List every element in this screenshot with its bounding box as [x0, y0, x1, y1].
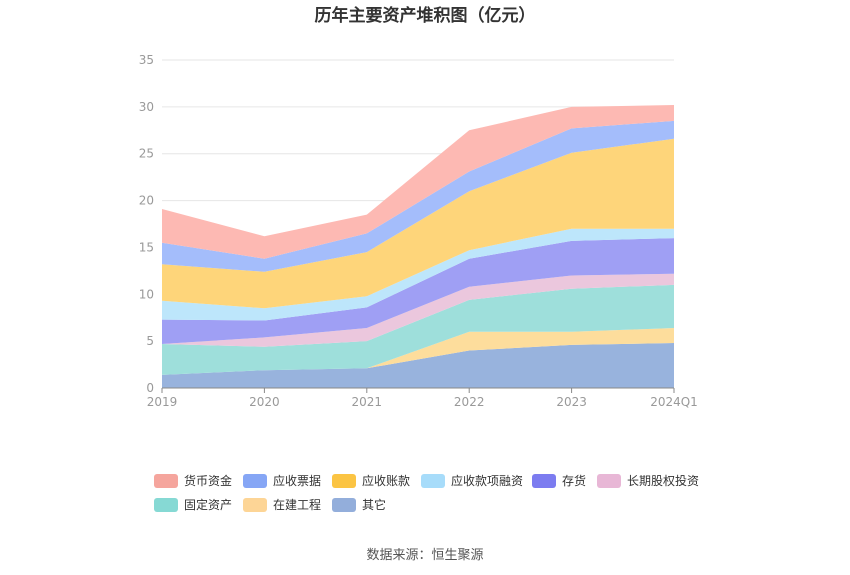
legend-item-应收账款[interactable]: 应收账款 [332, 473, 410, 488]
legend-swatch [532, 474, 556, 488]
legend-swatch [154, 474, 178, 488]
legend-swatch [332, 498, 356, 512]
legend-item-在建工程[interactable]: 在建工程 [243, 497, 321, 512]
legend-item-应收款项融资[interactable]: 应收款项融资 [421, 473, 523, 488]
x-tick-label: 2023 [556, 395, 587, 409]
legend-swatch [243, 474, 267, 488]
legend-label: 固定资产 [184, 497, 232, 512]
chart-title: 历年主要资产堆积图（亿元） [315, 5, 536, 26]
legend-label: 存货 [562, 473, 586, 488]
area-其它[interactable] [162, 343, 674, 388]
area-固定资产[interactable] [162, 284, 674, 375]
y-tick-label: 30 [139, 100, 154, 114]
area-在建工程[interactable] [162, 328, 674, 375]
x-tick-label: 2021 [352, 395, 383, 409]
legend-label: 货币资金 [184, 473, 232, 488]
y-tick-label: 20 [139, 194, 154, 208]
legend-label: 长期股权投资 [627, 473, 699, 488]
x-tick-label: 2019 [147, 395, 178, 409]
axes: 0 5 10 15 20 25 30 35 2019 2020 2021 2022 2023 2024Q1 [139, 53, 698, 409]
legend-item-固定资产[interactable]: 固定资产 [154, 497, 232, 512]
area-存货[interactable] [162, 238, 674, 344]
area-series [162, 105, 674, 388]
y-tick-label: 15 [139, 240, 154, 254]
legend-swatch [243, 498, 267, 512]
area-应收款项融资[interactable] [162, 228, 674, 321]
x-tick-label: 2022 [454, 395, 485, 409]
legend-item-应收票据[interactable]: 应收票据 [243, 473, 321, 488]
legend-label: 应收票据 [273, 473, 321, 488]
area-货币资金[interactable] [162, 105, 674, 259]
legend-label: 其它 [362, 497, 386, 512]
y-tick-label: 5 [146, 334, 154, 348]
y-tick-label: 25 [139, 147, 154, 161]
y-tick-label: 10 [139, 287, 154, 301]
legend-swatch [421, 474, 445, 488]
area-应收票据[interactable] [162, 120, 674, 272]
legend-swatch [154, 498, 178, 512]
y-tick-label: 0 [146, 381, 154, 395]
x-tick-label: 2024Q1 [650, 395, 698, 409]
y-tick-label: 35 [139, 53, 154, 67]
legend-item-其它[interactable]: 其它 [332, 497, 386, 512]
data-source: 数据来源：恒生聚源 [366, 548, 483, 563]
x-tick-label: 2020 [249, 395, 280, 409]
legend-swatch [332, 474, 356, 488]
area-长期股权投资[interactable] [162, 273, 674, 347]
legend-swatch [597, 474, 621, 488]
area-应收账款[interactable] [162, 138, 674, 309]
legend-label: 应收账款 [362, 473, 410, 488]
legend-item-长期股权投资[interactable]: 长期股权投资 [597, 473, 699, 488]
legend-item-存货[interactable]: 存货 [532, 473, 586, 488]
legend-label: 在建工程 [273, 497, 321, 512]
legend-label: 应收款项融资 [451, 473, 523, 488]
legend-item-货币资金[interactable]: 货币资金 [154, 473, 232, 488]
